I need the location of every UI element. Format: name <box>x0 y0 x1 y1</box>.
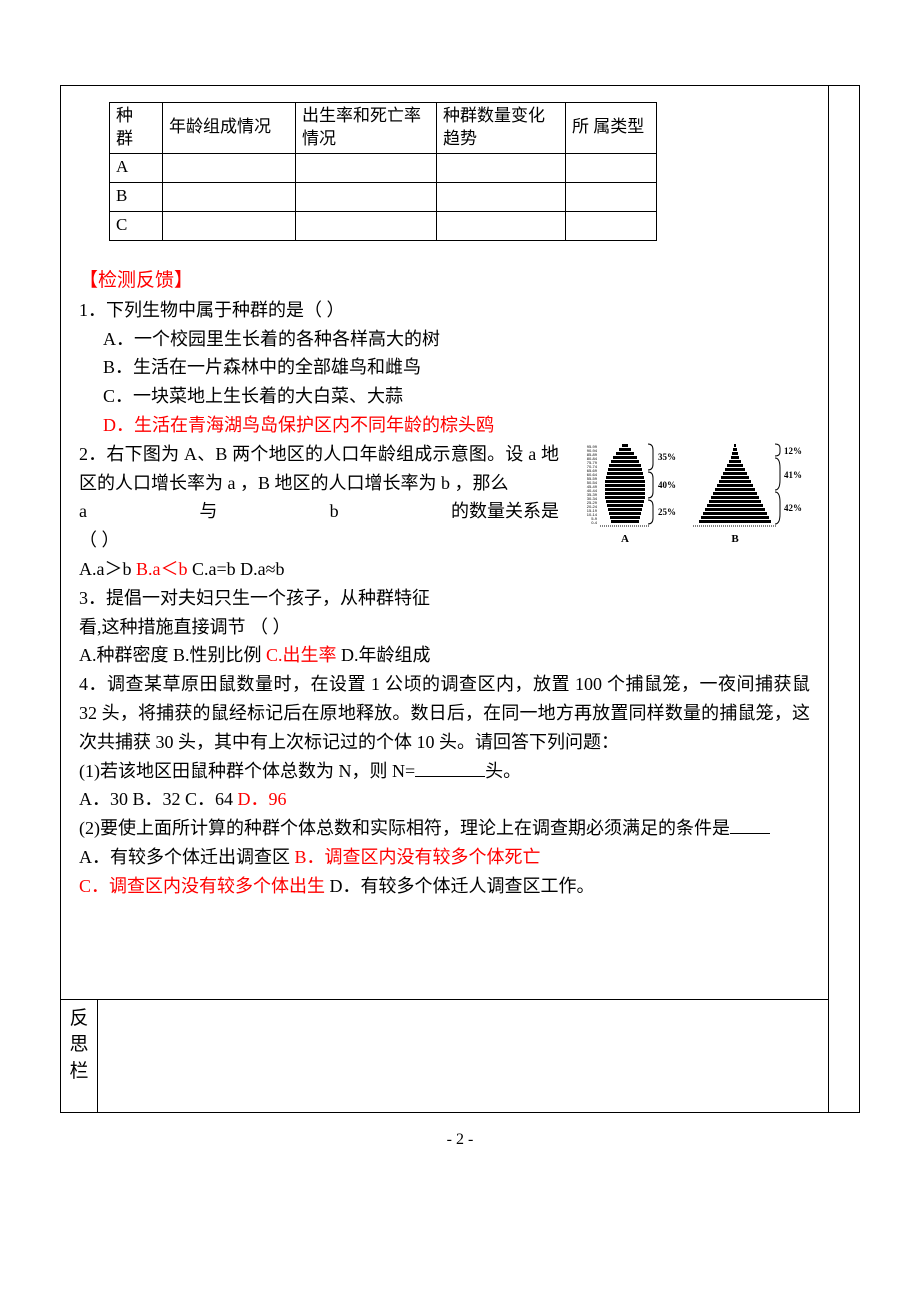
th-group: 种 群 <box>110 103 163 154</box>
q4-p2b-c: C．调查区内没有较多个体出生 <box>79 876 325 896</box>
table-header-row: 种 群 年龄组成情况 出生率和死亡率情况 种群数量变化趋势 所 属类型 <box>110 103 657 154</box>
worksheet-frame: 种 群 年龄组成情况 出生率和死亡率情况 种群数量变化趋势 所 属类型 A <box>60 85 860 1113</box>
q4-stem: 4．调查某草原田鼠数量时，在设置 1 公顷的调查区内，放置 100 个捕鼠笼，一… <box>79 670 810 756</box>
svg-text:25%: 25% <box>658 507 676 517</box>
cell[interactable] <box>566 211 657 240</box>
q3-l2: 看,这种措施直接调节 （ ） <box>79 613 559 642</box>
q2-opts-post: C.a=b D.a≈b <box>188 559 285 579</box>
reflect-label-cell: 反思栏 <box>61 999 98 1112</box>
q2-stem-line2: a 与 b 的数量关系是 <box>79 497 559 526</box>
q2-opt-b: B.a＜b <box>136 559 188 579</box>
q4-p2: (2)要使上面所计算的种群个体总数和实际相符，理论上在调查期必须满足的条件是 <box>79 814 810 843</box>
svg-text:40%: 40% <box>658 480 676 490</box>
th-trend: 种群数量变化趋势 <box>437 103 566 154</box>
cell[interactable] <box>437 153 566 182</box>
main-content-cell: 种 群 年龄组成情况 出生率和死亡率情况 种群数量变化趋势 所 属类型 A <box>61 86 829 1000</box>
row-c-label: C <box>110 211 163 240</box>
q3-opt-c: C.出生率 <box>266 645 337 665</box>
age-pyramid-figure: 95-99 90-94 85-89 80-84 75-79 70-74 65-6… <box>565 440 810 552</box>
q2-opts-pre: A.a＞b <box>79 559 136 579</box>
q4-p1-d: D．96 <box>238 789 287 809</box>
cell[interactable] <box>296 211 437 240</box>
th-group-line1: 种 <box>116 106 133 125</box>
q2-a: a <box>79 497 87 526</box>
population-table: 种 群 年龄组成情况 出生率和死亡率情况 种群数量变化趋势 所 属类型 A <box>109 102 657 241</box>
q4-p2a-b: B．调查区内没有较多个体死亡 <box>295 847 541 867</box>
table-row: A <box>110 153 657 182</box>
q4-p2b-post: D．有较多个体迁人调查区工作。 <box>325 876 595 896</box>
q1-opt-a: A．一个校园里生长着的各种各样高大的树 <box>79 325 810 354</box>
q4-p1-post: 头。 <box>485 761 521 781</box>
cell[interactable] <box>296 182 437 211</box>
cell[interactable] <box>296 153 437 182</box>
q3-opts: A.种群密度 B.性别比例 C.出生率 D.年龄组成 <box>79 641 810 670</box>
th-type: 所 属类型 <box>566 103 657 154</box>
pyramid-diagram-icon: 95-99 90-94 85-89 80-84 75-79 70-74 65-6… <box>565 442 810 552</box>
q2-yu: 与 <box>199 497 217 526</box>
q4-p2-text: (2)要使上面所计算的种群个体总数和实际相符，理论上在调查期必须满足的条件是 <box>79 818 730 838</box>
svg-text:B: B <box>731 533 739 545</box>
cell[interactable] <box>163 182 296 211</box>
svg-text:0-4: 0-4 <box>591 520 598 525</box>
q1-opt-b: B．生活在一片森林中的全部雄鸟和雌鸟 <box>79 353 810 382</box>
reflect-body-cell[interactable] <box>98 999 829 1112</box>
section-heading: 【检测反馈】 <box>79 265 810 292</box>
q2-block: 2．右下图为 A、B 两个地区的人口年龄组成示意图。设 a 地区的人口增长率为 … <box>79 440 810 642</box>
q1-opt-d: D．生活在青海湖鸟岛保护区内不同年龄的棕头鸥 <box>79 411 810 440</box>
cell[interactable] <box>437 211 566 240</box>
q2-rel: 的数量关系是 <box>451 497 559 526</box>
th-age: 年龄组成情况 <box>163 103 296 154</box>
cell[interactable] <box>163 153 296 182</box>
q4-p1-opts-pre: A．30 B．32 C．64 <box>79 789 238 809</box>
cell[interactable] <box>437 182 566 211</box>
svg-text:A: A <box>621 533 629 545</box>
th-birth-death: 出生率和死亡率情况 <box>296 103 437 154</box>
q1-stem: 1．下列生物中属于种群的是（ ） <box>79 296 810 325</box>
th-group-line2: 群 <box>116 129 133 148</box>
q3-l1: 3．提倡一对夫妇只生一个孩子，从种群特征 <box>79 584 559 613</box>
q3-opts-post: D.年龄组成 <box>337 645 431 665</box>
row-a-label: A <box>110 153 163 182</box>
spacer <box>79 901 810 981</box>
q4-p2-opts-b: C．调查区内没有较多个体出生 D．有较多个体迁人调查区工作。 <box>79 872 810 901</box>
table-row: B <box>110 182 657 211</box>
fill-blank[interactable] <box>730 833 770 834</box>
fill-blank[interactable] <box>415 776 485 777</box>
right-margin-cell <box>829 86 860 1113</box>
q4-p1-pre: (1)若该地区田鼠种群个体总数为 N，则 N= <box>79 761 415 781</box>
svg-text:42%: 42% <box>784 503 802 513</box>
table-row: C <box>110 211 657 240</box>
q4-p2-opts-a: A．有较多个体迁出调查区 B．调查区内没有较多个体死亡 <box>79 843 810 872</box>
cell[interactable] <box>163 211 296 240</box>
q1-opt-c: C．一块菜地上生长着的大白菜、大蒜 <box>79 382 810 411</box>
reflect-label: 反思栏 <box>69 1008 88 1082</box>
q2-opts: A.a＞b B.a＜b C.a=b D.a≈b <box>79 555 559 584</box>
svg-text:35%: 35% <box>658 452 676 462</box>
q3-opts-pre: A.种群密度 B.性别比例 <box>79 645 266 665</box>
q2-b: b <box>330 497 339 526</box>
q4-p2a-pre: A．有较多个体迁出调查区 <box>79 847 295 867</box>
cell[interactable] <box>566 182 657 211</box>
q2-paren: （ ） <box>79 526 559 555</box>
svg-text:12%: 12% <box>784 446 802 456</box>
page-number: - 2 - <box>60 1131 860 1149</box>
q4-p1-opts: A．30 B．32 C．64 D．96 <box>79 785 810 814</box>
q4-p1: (1)若该地区田鼠种群个体总数为 N，则 N= 头。 <box>79 757 810 786</box>
q2-stem: 2．右下图为 A、B 两个地区的人口年龄组成示意图。设 a 地区的人口增长率为 … <box>79 440 559 498</box>
svg-text:41%: 41% <box>784 470 802 480</box>
row-b-label: B <box>110 182 163 211</box>
cell[interactable] <box>566 153 657 182</box>
